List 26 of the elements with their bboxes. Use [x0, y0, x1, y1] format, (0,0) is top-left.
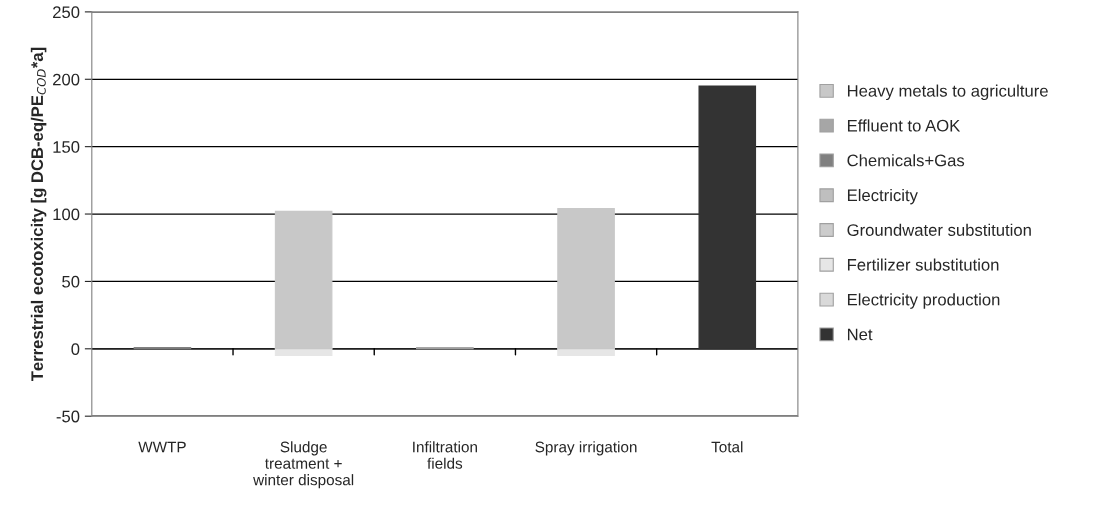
- legend-label: Chemicals+Gas: [847, 154, 965, 167]
- legend-label: Groundwater substitution: [847, 223, 1031, 236]
- y-axis-title: Terrestrial ecotoxicity [g DCB-eq/PE$_{COD}$*a]: [30, 47, 47, 382]
- y-tick-label: 0: [71, 343, 80, 356]
- bar: [274, 210, 333, 350]
- y-tick-label: 150: [53, 141, 80, 153]
- legend-label: Net: [847, 328, 873, 341]
- x-tick-label: Infiltration fields: [413, 441, 477, 469]
- x-tick-label: Total: [711, 441, 743, 453]
- legend-label: Effluent to AOK: [847, 119, 961, 132]
- legend-label: Electricity: [847, 188, 918, 205]
- x-tick-label: WWTP: [138, 441, 186, 453]
- y-tick-label: 100: [53, 208, 80, 221]
- legend-label: Heavy metals to agriculture: [847, 84, 1048, 101]
- y-tick-label: 50: [62, 275, 80, 288]
- y-tick-label: 200: [53, 73, 80, 86]
- legend-label: Electricity production: [847, 293, 1000, 309]
- bar: [698, 85, 757, 350]
- y-tick-label: 250: [53, 6, 80, 19]
- bar: [557, 348, 615, 357]
- x-tick-label: Spray irrigation: [535, 441, 637, 456]
- bar: [557, 208, 615, 350]
- legend-label: Fertilizer substitution: [847, 258, 999, 271]
- bar: [274, 348, 333, 357]
- x-tick-label: Sludge treatment + winter disposal: [253, 441, 354, 489]
- y-tick-label: -50: [56, 410, 80, 423]
